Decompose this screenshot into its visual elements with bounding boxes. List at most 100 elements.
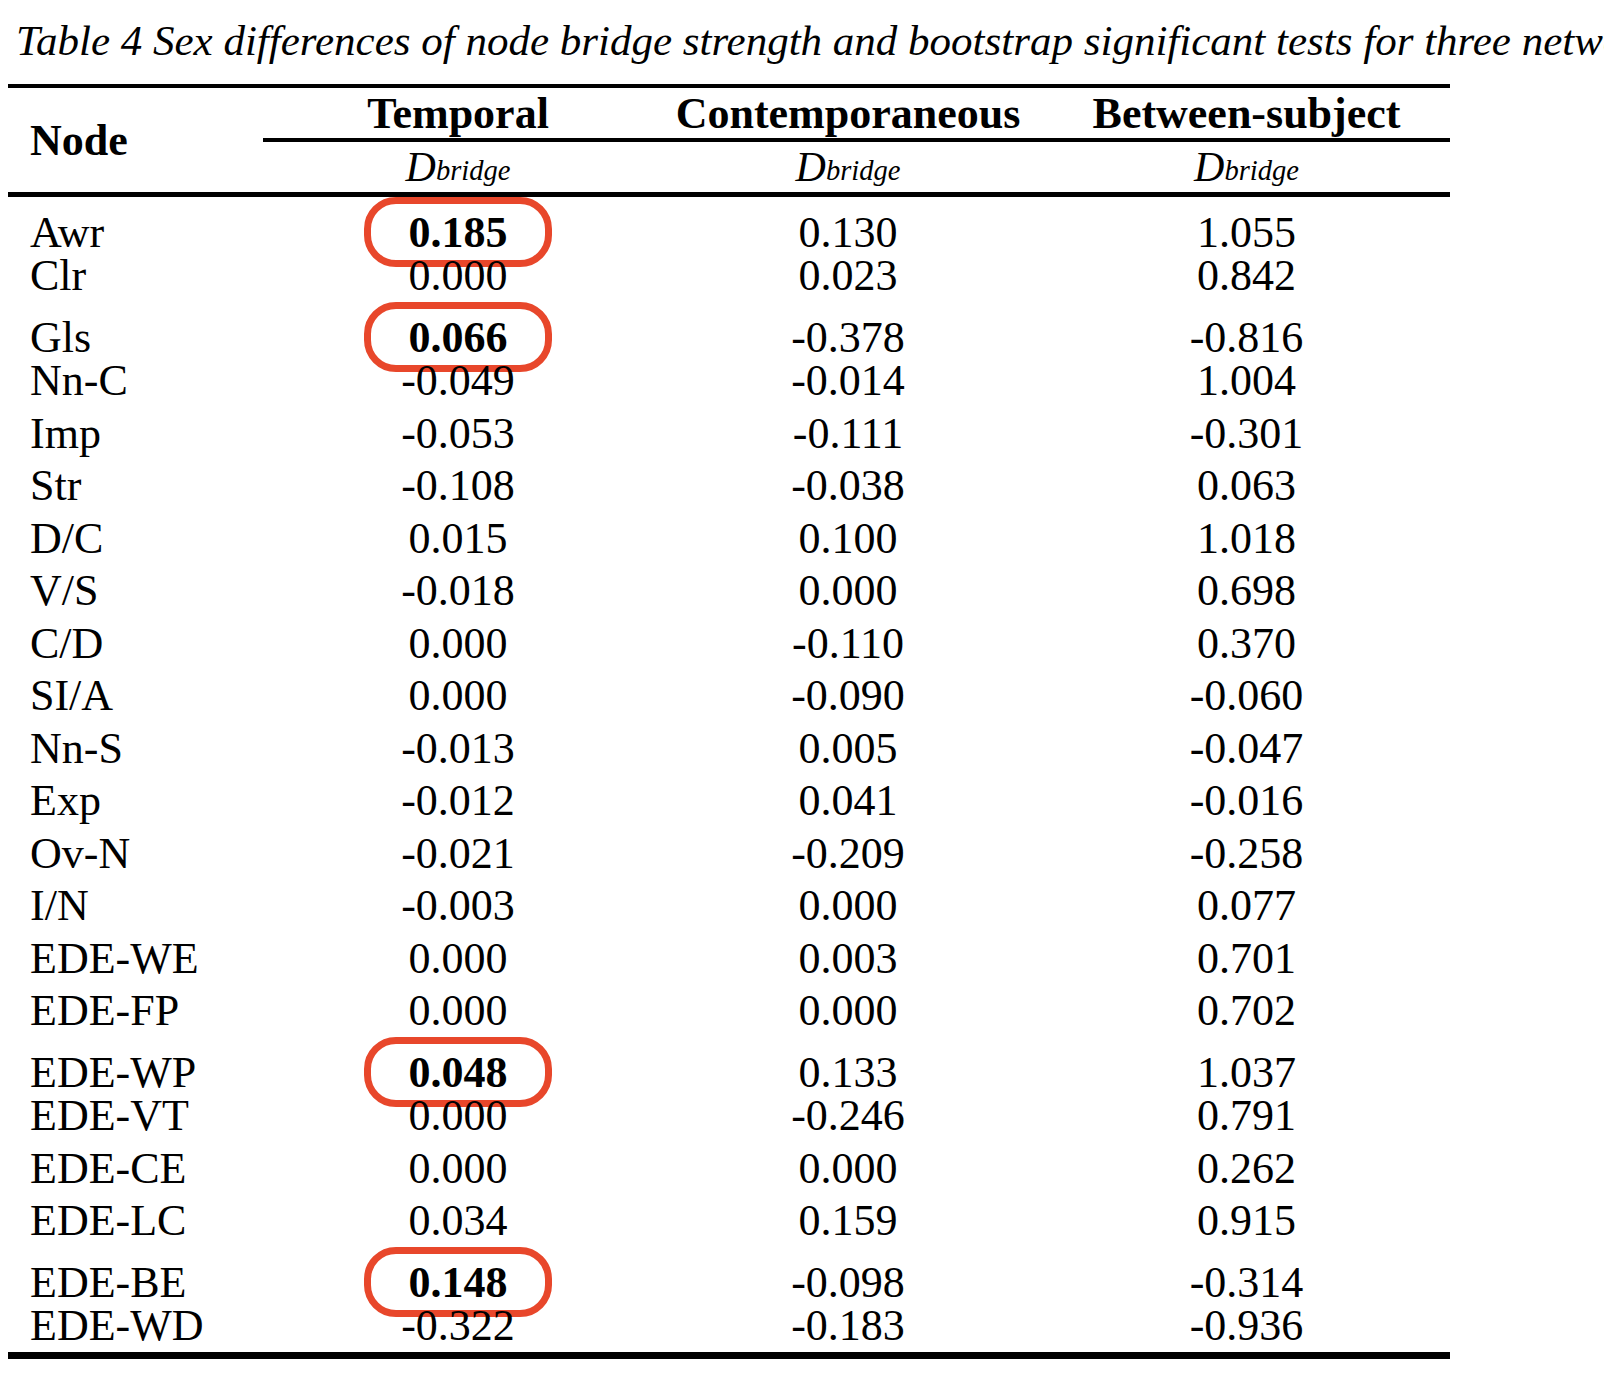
- dbridge-symbol-temporal: Dbridge: [263, 142, 653, 192]
- table-row: EDE-WE 0.000 0.003 0.701: [8, 932, 1450, 985]
- value-text: -0.111: [793, 408, 903, 459]
- value-text: -0.021: [401, 828, 515, 879]
- value-text: -0.049: [401, 355, 515, 406]
- dbridge-value: -0.108: [263, 460, 653, 511]
- dbridge-value: 0.000: [263, 250, 653, 301]
- page: Table 4 Sex differences of node bridge s…: [0, 0, 1604, 1374]
- value-text: 0.000: [799, 880, 898, 931]
- node-label: D/C: [8, 513, 263, 564]
- node-label: Imp: [8, 408, 263, 459]
- value-text: -0.038: [791, 460, 905, 511]
- table-row: EDE-VT0.000-0.2460.791: [8, 1090, 1450, 1143]
- node-label: EDE-VT: [8, 1090, 263, 1141]
- table-row: V/S-0.0180.0000.698: [8, 565, 1450, 618]
- col-header-between-subject: Between-subject: [1043, 88, 1450, 139]
- value-text: 0.370: [1197, 618, 1296, 669]
- dbridge-value: -0.246: [653, 1090, 1043, 1141]
- dbridge-value: -0.053: [263, 408, 653, 459]
- dbridge-value: 0.063: [1043, 460, 1450, 511]
- table-row: SI/A0.000-0.090-0.060: [8, 670, 1450, 723]
- table-header: Node Temporal Contemporaneous Between-su…: [8, 88, 1450, 197]
- node-label: EDE-WE: [8, 933, 263, 984]
- value-text: 0.000: [409, 933, 508, 984]
- table-row: I/N -0.003 0.000 0.077: [8, 880, 1450, 933]
- node-label: EDE-FP: [8, 985, 263, 1036]
- node-label: Nn-S: [8, 723, 263, 774]
- dbridge-value: -0.111: [653, 408, 1043, 459]
- node-label: Clr: [8, 250, 263, 301]
- value-text: 0.015: [409, 513, 508, 564]
- value-text: -0.060: [1190, 670, 1304, 721]
- dbridge-value: 0.034: [263, 1195, 653, 1246]
- value-text: -0.108: [401, 460, 515, 511]
- value-text: 0.000: [409, 985, 508, 1036]
- value-text: 1.018: [1197, 513, 1296, 564]
- value-text: 0.701: [1197, 933, 1296, 984]
- node-label: Exp: [8, 775, 263, 826]
- table-row: C/D0.000-0.1100.370: [8, 617, 1450, 670]
- value-text: -0.012: [401, 775, 515, 826]
- value-text: -0.209: [791, 828, 905, 879]
- table-body: Awr0.1850.1301.055Clr0.0000.0230.842Gls0…: [8, 197, 1450, 1352]
- node-label: EDE-LC: [8, 1195, 263, 1246]
- value-text: -0.322: [401, 1300, 515, 1351]
- value-text: -0.016: [1190, 775, 1304, 826]
- table-row: EDE-WD-0.322-0.183-0.936: [8, 1300, 1450, 1353]
- dbridge-value: -0.090: [653, 670, 1043, 721]
- value-text: -0.013: [401, 723, 515, 774]
- col-header-contemporaneous: Contemporaneous: [653, 88, 1043, 139]
- dbridge-value: -0.322: [263, 1300, 653, 1351]
- data-table: Node Temporal Contemporaneous Between-su…: [8, 84, 1450, 1359]
- dbridge-value: 0.000: [653, 985, 1043, 1036]
- node-label: EDE-CE: [8, 1143, 263, 1194]
- value-text: 0.159: [799, 1195, 898, 1246]
- table-row: EDE-WP0.0480.1331.037: [8, 1037, 1450, 1090]
- dbridge-value: -0.301: [1043, 408, 1450, 459]
- node-label: C/D: [8, 618, 263, 669]
- value-text: 0.698: [1197, 565, 1296, 616]
- dbridge-symbol-between-subject: Dbridge: [1043, 142, 1450, 192]
- dbridge-value: -0.016: [1043, 775, 1450, 826]
- dbridge-value: 0.702: [1043, 985, 1450, 1036]
- dbridge-value: 0.023: [653, 250, 1043, 301]
- value-text: -0.003: [401, 880, 515, 931]
- table-row: Exp-0.0120.041-0.016: [8, 775, 1450, 828]
- table-row: Nn-S-0.0130.005-0.047: [8, 722, 1450, 775]
- dbridge-value: -0.209: [653, 828, 1043, 879]
- node-label: Ov-N: [8, 828, 263, 879]
- value-text: -0.936: [1190, 1300, 1304, 1351]
- dbridge-value: 0.077: [1043, 880, 1450, 931]
- col-header-temporal: Temporal: [263, 88, 653, 139]
- value-text: -0.014: [791, 355, 905, 406]
- value-text: -0.053: [401, 408, 515, 459]
- dbridge-value: -0.014: [653, 355, 1043, 406]
- table-row: Gls0.066-0.378-0.816: [8, 302, 1450, 355]
- dbridge-value: 0.000: [263, 1090, 653, 1141]
- dbridge-value: -0.936: [1043, 1300, 1450, 1351]
- value-text: 0.023: [799, 250, 898, 301]
- value-text: 0.000: [409, 670, 508, 721]
- value-text: 0.077: [1197, 880, 1296, 931]
- dbridge-value: 0.000: [653, 565, 1043, 616]
- dbridge-value: 0.015: [263, 513, 653, 564]
- dbridge-value: 0.000: [263, 985, 653, 1036]
- value-text: 0.100: [799, 513, 898, 564]
- dbridge-value: 0.003: [653, 933, 1043, 984]
- value-text: 0.915: [1197, 1195, 1296, 1246]
- table-row: EDE-LC 0.034 0.159 0.915: [8, 1195, 1450, 1248]
- dbridge-value: 0.701: [1043, 933, 1450, 984]
- node-label: I/N: [8, 880, 263, 931]
- dbridge-value: 0.698: [1043, 565, 1450, 616]
- value-text: 0.034: [409, 1195, 508, 1246]
- dbridge-value: -0.013: [263, 723, 653, 774]
- dbridge-symbol-contemporaneous: Dbridge: [653, 142, 1043, 192]
- value-text: -0.047: [1190, 723, 1304, 774]
- dbridge-value: -0.258: [1043, 828, 1450, 879]
- value-text: -0.110: [792, 618, 904, 669]
- value-text: 0.842: [1197, 250, 1296, 301]
- col-header-node: Node: [8, 88, 263, 192]
- value-text: -0.301: [1190, 408, 1304, 459]
- dbridge-value: -0.012: [263, 775, 653, 826]
- value-text: 0.000: [799, 985, 898, 1036]
- table-caption: Table 4 Sex differences of node bridge s…: [16, 16, 1596, 65]
